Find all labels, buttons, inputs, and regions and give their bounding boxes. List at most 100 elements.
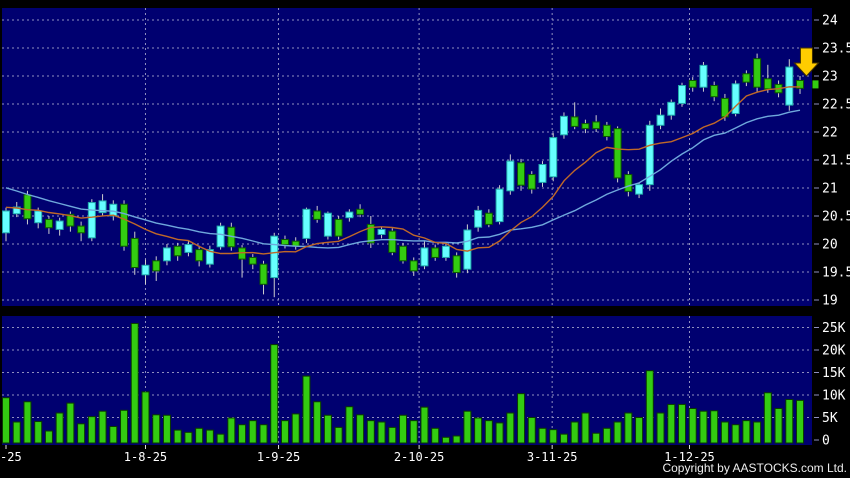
- volume-bar: [130, 322, 139, 444]
- candle-down: [592, 121, 601, 130]
- candle-up: [216, 225, 225, 248]
- candle-up: [677, 85, 686, 104]
- price-axis-label: 22: [822, 126, 838, 141]
- candle-down: [356, 208, 365, 215]
- volume-axis-label: 10K: [822, 389, 846, 404]
- price-axis-label: 20.5: [822, 210, 850, 225]
- candle-up: [345, 211, 354, 219]
- volume-bar: [248, 420, 257, 444]
- volume-bar: [98, 410, 107, 444]
- volume-axis-label: 5K: [822, 411, 838, 426]
- candle-down: [388, 230, 397, 253]
- volume-bar: [581, 412, 590, 444]
- volume-bar: [152, 414, 161, 444]
- candle-up: [785, 66, 794, 106]
- candle-up: [506, 160, 515, 192]
- volume-bar: [763, 392, 772, 444]
- candle-down: [409, 260, 418, 272]
- volume-bar: [463, 410, 472, 444]
- volume-bar: [720, 421, 729, 444]
- candle-up: [699, 64, 708, 88]
- volume-bar: [549, 429, 558, 444]
- candle-down: [173, 245, 182, 257]
- candle-down: [334, 218, 343, 237]
- volume-axis-label: 0: [822, 434, 830, 449]
- date-axis-label: 3-11-25: [527, 450, 578, 464]
- volume-bar: [420, 406, 429, 444]
- volume-bar: [238, 424, 247, 444]
- candle-down: [710, 85, 719, 98]
- candle-down: [796, 79, 805, 89]
- candle-up: [323, 212, 332, 237]
- volume-bar: [323, 414, 332, 444]
- candle-down: [313, 210, 322, 220]
- candle-up: [474, 209, 483, 228]
- price-axis-label: 21: [822, 182, 838, 197]
- volume-bar: [334, 426, 343, 444]
- candle-up: [55, 220, 64, 230]
- candle-up: [184, 244, 193, 253]
- volume-bar: [280, 420, 289, 444]
- volume-bar: [570, 421, 579, 444]
- ma-slow-line: [5, 109, 801, 249]
- candle-up: [538, 163, 547, 183]
- candle-up: [549, 137, 558, 178]
- volume-bar: [656, 412, 665, 444]
- volume-bar: [667, 403, 676, 444]
- volume-bar: [44, 430, 53, 444]
- volume-bar: [753, 421, 762, 444]
- volume-bar: [731, 424, 740, 444]
- candle-up: [98, 200, 107, 214]
- candle-down: [280, 239, 289, 246]
- volume-bar: [313, 401, 322, 444]
- volume-bar: [495, 422, 504, 444]
- volume-bar: [12, 421, 21, 444]
- volume-bar: [635, 417, 644, 444]
- date-axis-label: 1-12-25: [664, 450, 715, 464]
- candle-up: [12, 206, 21, 215]
- volume-bar: [184, 431, 193, 444]
- volume-bar: [645, 370, 654, 444]
- candle-down: [624, 174, 633, 192]
- candle-down: [431, 247, 440, 258]
- candle-up: [34, 210, 43, 224]
- candle-up: [270, 235, 279, 279]
- candle-up: [495, 188, 504, 223]
- candle-up: [2, 210, 10, 234]
- candle-up: [559, 115, 568, 136]
- volume-bar: [624, 412, 633, 444]
- candle-up: [141, 264, 150, 276]
- volume-bar: [173, 429, 182, 444]
- candle-down: [602, 124, 611, 137]
- volume-axis-label: 20K: [822, 344, 846, 359]
- volume-bar: [699, 410, 708, 444]
- candle-up: [109, 203, 118, 217]
- date-axis-label: 2-10-25: [394, 450, 445, 464]
- price-axis-label: 20: [822, 238, 838, 253]
- copyright-text: Copyright by AASTOCKS.com Ltd.: [662, 461, 847, 475]
- candle-down: [517, 162, 526, 186]
- candle-up: [420, 247, 429, 267]
- candle-down: [44, 218, 53, 229]
- candle-down: [195, 249, 204, 262]
- volume-bar: [592, 432, 601, 444]
- candle-up: [463, 229, 472, 270]
- candle-down: [366, 223, 375, 244]
- volume-bar: [409, 420, 418, 444]
- volume-bar: [484, 420, 493, 444]
- volume-bar: [345, 406, 354, 444]
- price-axis-label: 23: [822, 70, 838, 85]
- volume-bar: [710, 410, 719, 444]
- volume-bar: [34, 421, 43, 444]
- volume-bar: [2, 397, 10, 444]
- candle-up: [635, 184, 644, 195]
- candle-down: [753, 58, 762, 88]
- volume-bar: [441, 436, 450, 444]
- volume-bar: [366, 420, 375, 444]
- volume-bar: [785, 399, 794, 444]
- volume-bar: [559, 433, 568, 444]
- volume-bar: [688, 408, 697, 444]
- candle-down: [399, 245, 408, 262]
- date-axis-label: -25: [0, 450, 22, 464]
